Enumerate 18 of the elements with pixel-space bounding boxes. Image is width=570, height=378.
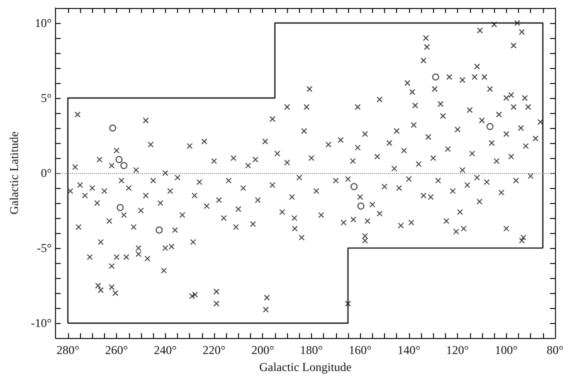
y-tick-label: -5° xyxy=(36,241,52,256)
x-tick-label: 280° xyxy=(56,343,80,358)
x-tick-label: 200° xyxy=(251,343,274,358)
x-tick-label: 80° xyxy=(546,343,564,358)
y-tick-label: -10° xyxy=(30,316,52,330)
x-tick-label: 220° xyxy=(202,343,226,358)
x-tick-label: 260° xyxy=(105,343,128,358)
x-tick-label: 120° xyxy=(446,343,470,358)
x-axis-title: Galactic Longitude xyxy=(259,360,352,374)
x-tick-label: 160° xyxy=(348,343,372,358)
x-tick-label: 140° xyxy=(397,343,420,358)
x-tick-label: 240° xyxy=(154,343,177,358)
y-tick-label: 10° xyxy=(34,16,52,30)
y-tick-label: 0° xyxy=(40,166,52,180)
y-axis-title: Galactic Latitude xyxy=(7,132,21,215)
x-tick-label: 100° xyxy=(494,343,518,358)
y-tick-label: 5° xyxy=(40,91,52,106)
x-tick-label: 180° xyxy=(300,343,324,358)
